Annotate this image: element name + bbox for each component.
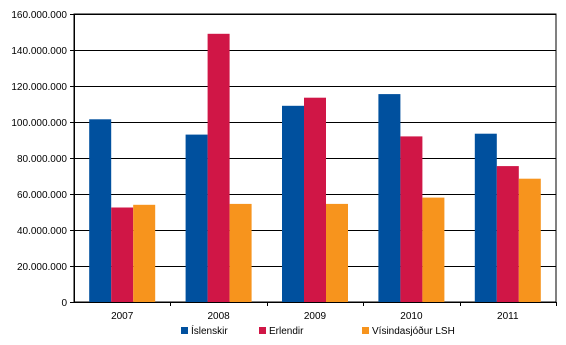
legend-label: Vísindasjóður LSH (372, 325, 455, 337)
y-tick-label: 20.000.000 (17, 262, 67, 273)
bar (282, 105, 304, 302)
bar (400, 136, 423, 302)
legend-swatch (259, 327, 266, 334)
x-tick-label: 2009 (304, 311, 327, 322)
legend: Íslenskir Erlendir Vísindasjóður LSH (181, 324, 455, 337)
y-tick-label: 0 (61, 298, 67, 309)
y-tick-label: 100.000.000 (11, 118, 67, 129)
x-tick-label: 2008 (207, 311, 230, 322)
bar (474, 133, 497, 302)
bar (133, 204, 156, 302)
axes (70, 14, 557, 306)
y-axis-tick-labels: 0 20.000.000 40.000.000 60.000.000 80.000.00… (11, 10, 67, 309)
x-axis-tick-labels: 2007 2008 2009 2010 2011 (111, 311, 519, 322)
y-tick-label: 60.000.000 (17, 190, 67, 201)
y-tick-label: 140.000.000 (11, 46, 67, 57)
bar (518, 178, 541, 302)
y-tick-label: 40.000.000 (17, 226, 67, 237)
x-tick-label: 2007 (111, 311, 134, 322)
bar (326, 203, 348, 302)
bars (89, 33, 541, 303)
bar (229, 203, 252, 302)
y-tick-label: 120.000.000 (11, 82, 67, 93)
legend-swatch (362, 327, 369, 334)
y-tick-label: 160.000.000 (11, 10, 67, 21)
x-tick-label: 2011 (497, 311, 519, 322)
bar (207, 33, 230, 303)
bar (422, 197, 445, 302)
bar (304, 97, 326, 302)
x-tick-label: 2010 (400, 311, 423, 322)
bar (89, 119, 112, 302)
legend-label: Erlendir (269, 326, 304, 337)
y-tick-label: 80.000.000 (17, 154, 67, 165)
bar (378, 94, 401, 302)
legend-label: Íslenskir (191, 324, 228, 337)
bar (496, 166, 519, 302)
legend-swatch (181, 327, 188, 334)
bar (185, 134, 208, 302)
bar (111, 207, 134, 302)
